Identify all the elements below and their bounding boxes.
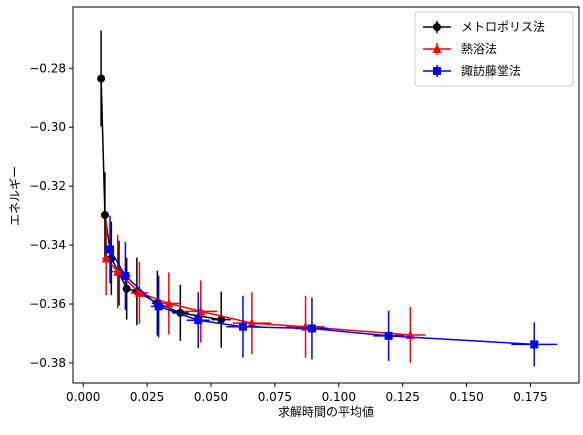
x-tick-label: 0.100 xyxy=(322,390,356,404)
series-2 xyxy=(101,221,426,363)
data-point xyxy=(101,253,111,263)
y-tick-label: −0.36 xyxy=(29,297,66,311)
data-point xyxy=(113,266,123,276)
legend-item-1: メトロポリス法 xyxy=(423,20,545,34)
data-point xyxy=(217,315,226,324)
y-tick-label: −0.28 xyxy=(29,61,66,75)
data-point xyxy=(384,331,393,340)
data-point xyxy=(530,340,539,349)
data-point xyxy=(97,74,106,83)
data-point xyxy=(238,322,247,331)
legend-marker xyxy=(433,23,441,31)
plot-frame xyxy=(72,6,580,384)
legend-box xyxy=(414,11,574,87)
legend-label: 諏訪藤堂法 xyxy=(461,63,521,78)
y-axis-label: エネルギー xyxy=(8,166,22,226)
series-line xyxy=(109,249,535,346)
x-tick-label: 0.025 xyxy=(130,390,164,404)
legend-marker xyxy=(432,44,442,53)
plot-area xyxy=(97,30,558,367)
y-tick-label: −0.32 xyxy=(29,179,66,193)
x-tick-label: 0.125 xyxy=(385,390,419,404)
axes: 0.000 0.025 0.050 0.075 0.100 0.125 0.150 0.175… xyxy=(29,6,580,404)
data-point xyxy=(121,272,130,281)
x-tick-label: 0.075 xyxy=(258,390,292,404)
y-tick-label: −0.38 xyxy=(29,356,66,370)
legend-label: メトロポリス法 xyxy=(461,20,545,34)
y-tick-label: −0.30 xyxy=(29,120,66,134)
data-point xyxy=(134,287,144,297)
series-3 xyxy=(106,215,558,367)
x-tick-label: 0.050 xyxy=(194,390,228,404)
data-point xyxy=(122,284,131,293)
legend-label: 熱浴法 xyxy=(461,42,497,56)
legend-marker xyxy=(433,67,441,75)
legend-item-3: 諏訪藤堂法 xyxy=(423,63,521,78)
x-tick-label: 0.000 xyxy=(66,390,100,404)
legend-item-2: 熱浴法 xyxy=(423,42,497,56)
x-axis-label: 求解時間の平均値 xyxy=(278,404,374,419)
data-point xyxy=(307,324,316,333)
data-point xyxy=(164,298,174,308)
data-point xyxy=(247,318,257,328)
data-point xyxy=(106,245,115,254)
data-point xyxy=(194,316,203,325)
x-tick-label: 0.150 xyxy=(449,390,483,404)
y-tick-label: −0.34 xyxy=(29,238,66,252)
data-point xyxy=(100,211,109,220)
data-point xyxy=(154,302,163,311)
x-tick-label: 0.175 xyxy=(513,390,547,404)
